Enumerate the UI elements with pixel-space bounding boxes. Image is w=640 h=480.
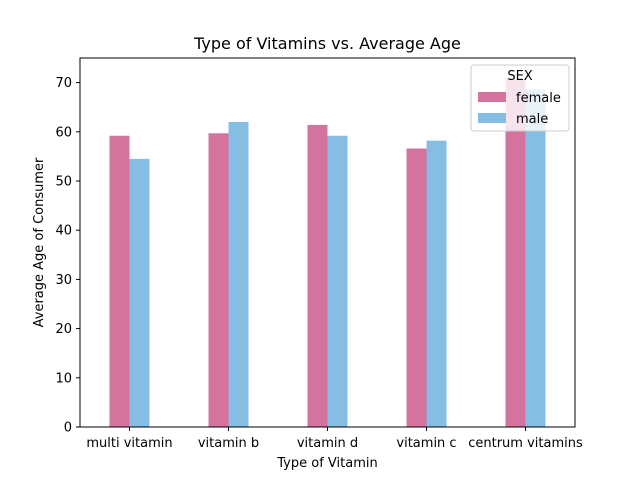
x-tick-label: vitamin b — [198, 436, 259, 451]
chart-title: Type of Vitamins vs. Average Age — [193, 34, 461, 53]
x-tick-label: vitamin d — [297, 436, 358, 451]
bar-female-2 — [307, 124, 328, 428]
x-tick-label: centrum vitamins — [468, 436, 583, 451]
bar-female-1 — [208, 133, 229, 427]
y-tick-label: 50 — [55, 175, 72, 190]
bar-male-2 — [327, 135, 348, 427]
legend-swatch-male — [478, 113, 506, 123]
y-tick-label: 30 — [55, 273, 72, 288]
bar-female-0 — [109, 135, 130, 427]
y-tick-label: 20 — [55, 322, 72, 337]
x-tick-label: vitamin c — [396, 436, 456, 451]
legend-label-male: male — [516, 112, 548, 127]
legend-swatch-female — [478, 92, 506, 102]
y-tick-label: 40 — [55, 224, 72, 239]
y-tick-label: 60 — [55, 125, 72, 140]
x-axis-label: Type of Vitamin — [276, 456, 377, 471]
legend-label-female: female — [516, 91, 561, 106]
bars-group — [109, 78, 546, 428]
x-axis: multi vitamin vitamin b vitamin d vitamin c… — [86, 427, 583, 451]
legend: SEX female male — [470, 64, 570, 132]
bar-male-3 — [426, 140, 447, 427]
bar-male-4 — [525, 89, 546, 427]
bar-male-1 — [228, 121, 249, 428]
bar-female-4 — [505, 78, 526, 427]
y-tick-label: 0 — [64, 421, 72, 436]
y-axis-label: Average Age of Consumer — [32, 157, 47, 327]
bar-male-0 — [129, 158, 150, 428]
legend-title: SEX — [507, 69, 532, 84]
y-axis: 0 10 20 30 40 50 60 70 — [55, 76, 80, 436]
y-tick-label: 70 — [55, 76, 72, 91]
y-tick-label: 10 — [55, 371, 72, 386]
x-tick-label: multi vitamin — [86, 436, 172, 451]
bar-female-3 — [406, 148, 427, 427]
